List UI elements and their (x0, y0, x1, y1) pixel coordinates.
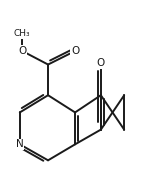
Text: N: N (16, 139, 24, 149)
Text: O: O (71, 46, 79, 56)
Text: O: O (97, 58, 105, 68)
Text: O: O (18, 46, 26, 56)
Text: CH₃: CH₃ (14, 29, 31, 38)
